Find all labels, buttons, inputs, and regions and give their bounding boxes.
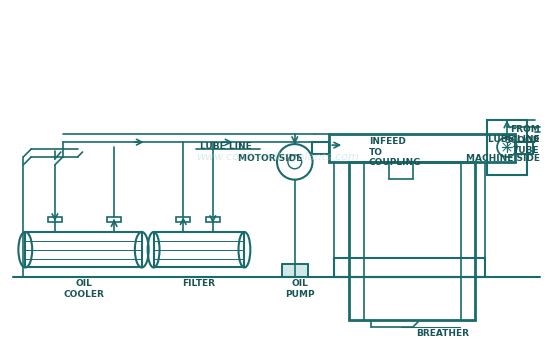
- Text: OIL
PUMP: OIL PUMP: [285, 279, 315, 299]
- Bar: [487, 120, 526, 175]
- Bar: [311, 142, 329, 154]
- Bar: [107, 217, 121, 222]
- Text: FILTER: FILTER: [182, 279, 216, 288]
- Text: MOTOR SIDE: MOTOR SIDE: [238, 154, 302, 163]
- Text: FROM
SCOOP
TUBE: FROM SCOOP TUBE: [504, 125, 540, 155]
- Bar: [349, 162, 476, 320]
- Bar: [48, 217, 62, 222]
- Text: www.coalhandlingplants.com: www.coalhandlingplants.com: [196, 152, 358, 162]
- Bar: [515, 142, 533, 154]
- Text: INFEED
TO
COUPLING: INFEED TO COUPLING: [369, 137, 421, 167]
- Bar: [282, 263, 307, 277]
- Bar: [329, 134, 515, 162]
- Bar: [334, 258, 486, 277]
- Text: LUBE LINE: LUBE LINE: [488, 135, 540, 144]
- Text: BREATHER: BREATHER: [416, 329, 469, 338]
- Bar: [154, 232, 244, 267]
- Text: MACHINE SIDE: MACHINE SIDE: [466, 154, 540, 163]
- Bar: [176, 217, 190, 222]
- Bar: [206, 217, 220, 222]
- Bar: [25, 232, 142, 267]
- Text: LUBE LINE: LUBE LINE: [200, 142, 252, 151]
- Text: OIL
COOLER: OIL COOLER: [63, 279, 104, 299]
- Bar: [282, 263, 307, 277]
